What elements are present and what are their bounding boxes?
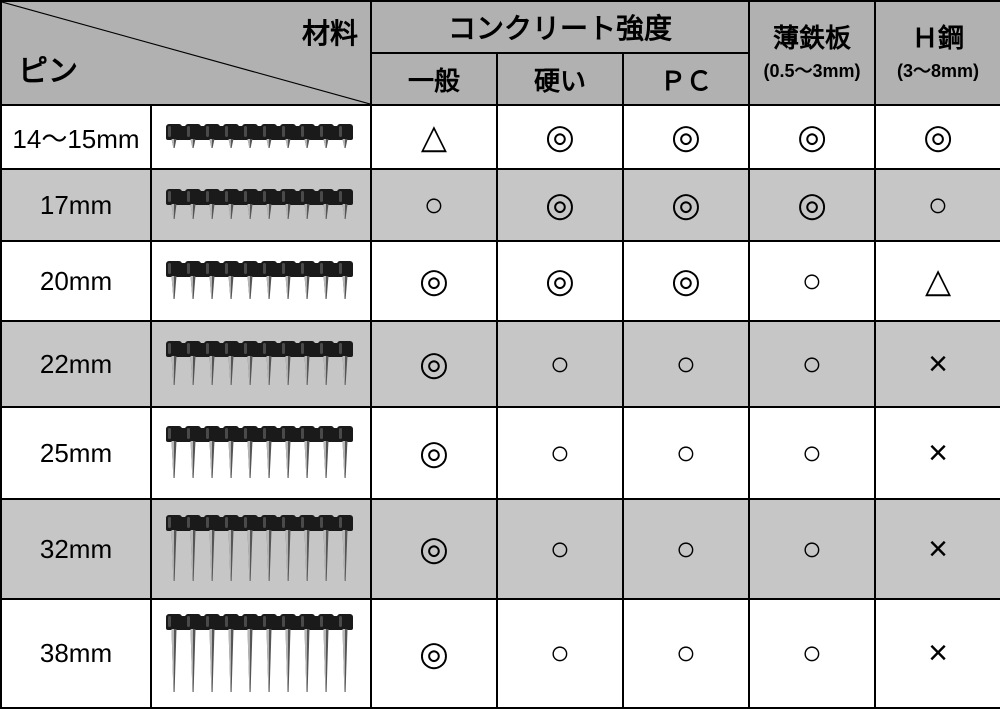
compatibility-cell: △ <box>875 241 1000 321</box>
table-row: 17mm○◎◎◎○ <box>1 169 1000 241</box>
table-row: 25mm◎○○○× <box>1 407 1000 499</box>
pin-image <box>151 499 371 599</box>
compatibility-cell: ◎ <box>371 599 497 708</box>
header-col-pc: ＰＣ <box>623 53 749 105</box>
compatibility-cell: ○ <box>623 321 749 407</box>
pin-image <box>151 241 371 321</box>
pin-size-label: 32mm <box>1 499 151 599</box>
compatibility-cell: ◎ <box>623 241 749 321</box>
header-col-hard: 硬い <box>497 53 623 105</box>
header-thin-plate-label: 薄鉄板 <box>773 23 851 53</box>
pin-image <box>151 169 371 241</box>
header-diagonal-cell: 材料 ピン <box>1 1 371 105</box>
compatibility-cell: ◎ <box>371 407 497 499</box>
header-h-steel: Ｈ鋼 (3～8mm) <box>875 1 1000 105</box>
pin-size-label: 38mm <box>1 599 151 708</box>
compatibility-cell: ○ <box>497 599 623 708</box>
compatibility-cell: ◎ <box>371 241 497 321</box>
compatibility-cell: ○ <box>749 321 875 407</box>
compatibility-cell: ○ <box>749 499 875 599</box>
compatibility-cell: × <box>875 321 1000 407</box>
compatibility-table-container: 材料 ピン コンクリート強度 薄鉄板 (0.5～3mm) Ｈ鋼 (3～8mm) … <box>0 0 1000 707</box>
table-row: 20mm◎◎◎○△ <box>1 241 1000 321</box>
compatibility-cell: ◎ <box>623 169 749 241</box>
compatibility-cell: ◎ <box>749 105 875 169</box>
compatibility-cell: ○ <box>749 241 875 321</box>
pin-size-label: 25mm <box>1 407 151 499</box>
header-concrete-group: コンクリート強度 <box>371 1 749 53</box>
pin-image <box>151 407 371 499</box>
compatibility-cell: ◎ <box>497 241 623 321</box>
compatibility-cell: △ <box>371 105 497 169</box>
pin-image <box>151 321 371 407</box>
compatibility-cell: ○ <box>497 499 623 599</box>
header-col-general: 一般 <box>371 53 497 105</box>
header-material-label: 材料 <box>302 12 358 52</box>
compatibility-cell: ○ <box>749 407 875 499</box>
compatibility-cell: ◎ <box>497 169 623 241</box>
header-thin-plate-sub: (0.5～3mm) <box>750 57 874 83</box>
pin-image <box>151 105 371 169</box>
compatibility-cell: ○ <box>623 599 749 708</box>
pin-size-label: 17mm <box>1 169 151 241</box>
compatibility-cell: ○ <box>749 599 875 708</box>
compatibility-cell: ◎ <box>875 105 1000 169</box>
table-row: 38mm◎○○○× <box>1 599 1000 708</box>
table-row: 22mm◎○○○× <box>1 321 1000 407</box>
compatibility-cell: ◎ <box>497 105 623 169</box>
header-thin-plate: 薄鉄板 (0.5～3mm) <box>749 1 875 105</box>
compatibility-cell: ○ <box>497 407 623 499</box>
compatibility-cell: ◎ <box>623 105 749 169</box>
pin-image <box>151 599 371 708</box>
compatibility-cell: ○ <box>497 321 623 407</box>
compatibility-cell: ○ <box>623 407 749 499</box>
compatibility-cell: × <box>875 599 1000 708</box>
pin-size-label: 20mm <box>1 241 151 321</box>
table-header: 材料 ピン コンクリート強度 薄鉄板 (0.5～3mm) Ｈ鋼 (3～8mm) … <box>1 1 1000 105</box>
header-h-steel-sub: (3～8mm) <box>876 57 1000 83</box>
header-h-steel-label: Ｈ鋼 <box>912 23 964 53</box>
compatibility-cell: ◎ <box>371 499 497 599</box>
compatibility-table: 材料 ピン コンクリート強度 薄鉄板 (0.5～3mm) Ｈ鋼 (3～8mm) … <box>0 0 1000 709</box>
compatibility-cell: ○ <box>875 169 1000 241</box>
header-pin-label: ピン <box>18 46 78 90</box>
table-row: 32mm◎○○○× <box>1 499 1000 599</box>
compatibility-cell: ○ <box>371 169 497 241</box>
table-row: 14～15mm△◎◎◎◎ <box>1 105 1000 169</box>
compatibility-cell: × <box>875 407 1000 499</box>
compatibility-cell: ○ <box>623 499 749 599</box>
pin-size-label: 14～15mm <box>1 105 151 169</box>
pin-size-label: 22mm <box>1 321 151 407</box>
compatibility-cell: ◎ <box>749 169 875 241</box>
table-body: 14～15mm△◎◎◎◎17mm○◎◎◎○20mm◎◎◎○△22mm◎○○○×2… <box>1 105 1000 708</box>
compatibility-cell: ◎ <box>371 321 497 407</box>
compatibility-cell: × <box>875 499 1000 599</box>
